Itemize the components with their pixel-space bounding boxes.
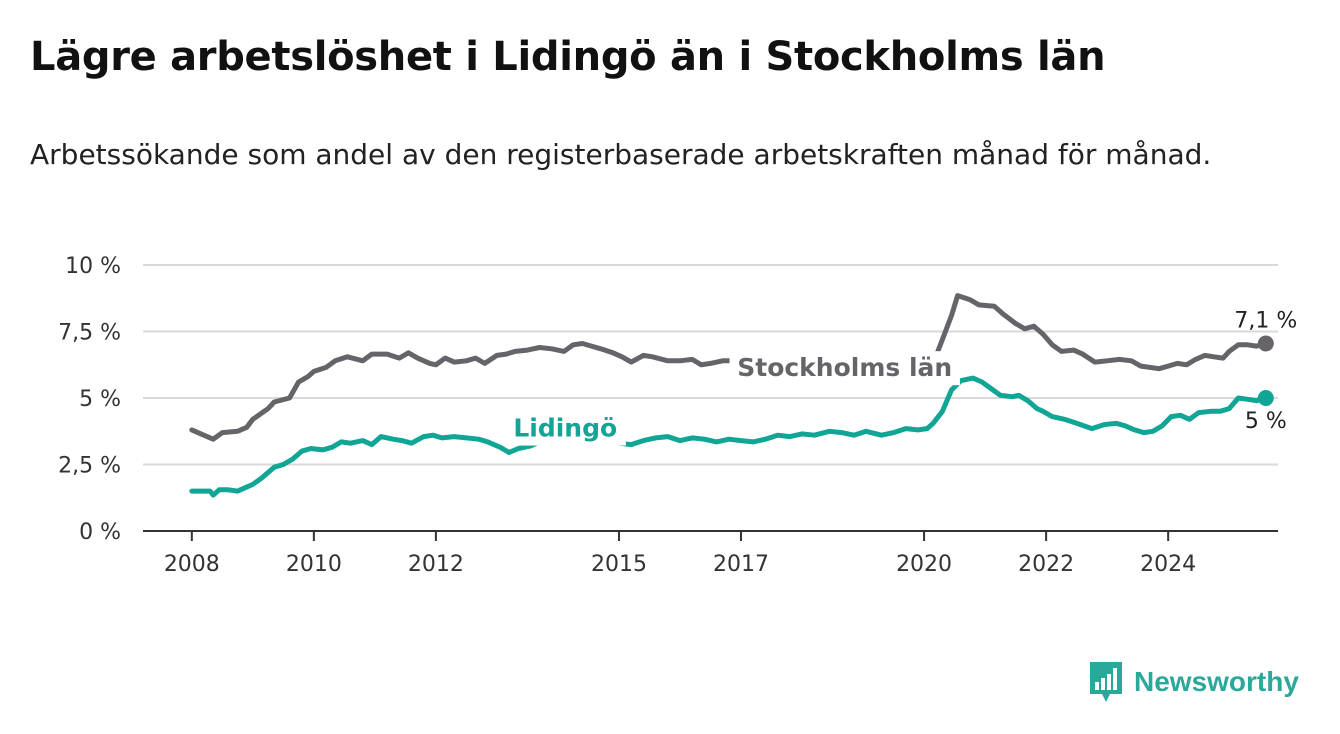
x-tick-label: 2008 — [164, 552, 220, 577]
y-tick-label: 7,5 % — [58, 321, 121, 346]
y-tick-label: 2,5 % — [58, 454, 121, 479]
series-line-liding- — [189, 375, 1269, 498]
chart-series-labels: Stockholms län Lidingö 7,1 % 5 % — [504, 308, 1297, 446]
newsworthy-logo[interactable]: Newsworthy — [1088, 660, 1299, 704]
chart-gridlines — [143, 264, 1278, 466]
chart-title: Lägre arbetslöshet i Lidingö än i Stockh… — [30, 34, 1106, 80]
end-point-liding- — [1257, 390, 1274, 406]
y-tick-label: 10 % — [65, 254, 121, 279]
label-knockout — [504, 411, 626, 446]
bar-chart-logo-icon — [1090, 662, 1122, 702]
x-tick-label: 2022 — [1018, 552, 1074, 577]
series-line-stockholms-l-n — [189, 293, 1269, 442]
x-tick-label: 2024 — [1140, 552, 1196, 577]
end-point-stockholms-l-n — [1257, 335, 1274, 352]
y-axis: 0 % 2,5 % 5 % 7,5 % 10 % — [58, 254, 121, 545]
series-label-stockholms-l-n: Stockholms län — [737, 353, 952, 382]
x-tick-label: 2012 — [408, 552, 464, 577]
y-tick-label: 5 % — [79, 387, 121, 412]
x-tick-label: 2017 — [713, 552, 769, 577]
x-tick-label: 2020 — [896, 552, 952, 577]
series-label-liding-: Lidingö — [513, 414, 617, 443]
chart-subtitle: Arbetssökande som andel av den registerb… — [30, 138, 1212, 171]
x-axis: 2008 2010 2012 2015 2017 2020 2022 2024 — [143, 530, 1278, 577]
label-knockout — [729, 351, 960, 386]
y-tick-label: 0 % — [79, 520, 121, 545]
line-chart: 0 % 2,5 % 5 % 7,5 % 10 % 2008 2010 2012 2015 201… — [58, 254, 1297, 577]
end-value-label: 7,1 % — [1234, 308, 1297, 333]
x-tick-label: 2015 — [591, 552, 647, 577]
brand-name: Newsworthy — [1134, 666, 1299, 697]
x-tick-label: 2010 — [286, 552, 342, 577]
end-value-label: 5 % — [1245, 409, 1287, 434]
chart-series — [189, 293, 1274, 498]
